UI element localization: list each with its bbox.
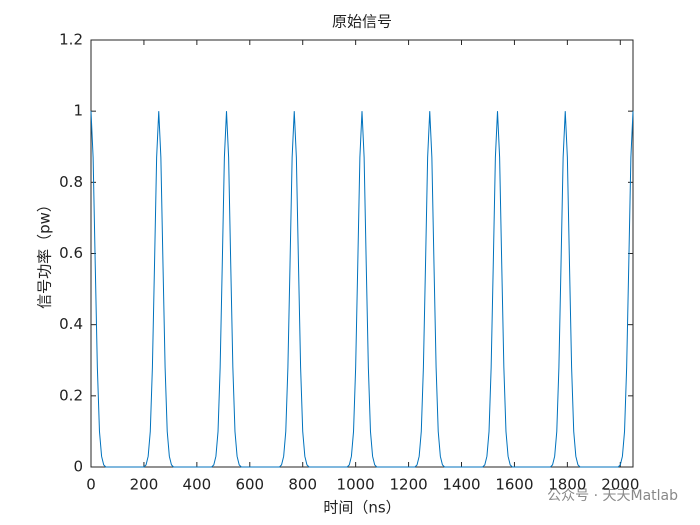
x-tick-label: 400 xyxy=(183,476,212,494)
y-tick-label: 0.8 xyxy=(59,173,83,191)
x-axis-label: 时间（ns） xyxy=(323,499,400,517)
x-tick-label: 0 xyxy=(86,476,96,494)
x-tick-label: 1400 xyxy=(442,476,480,494)
x-tick-label: 200 xyxy=(130,476,159,494)
y-axis-label: 信号功率（pw） xyxy=(36,197,54,309)
x-tick-label: 600 xyxy=(235,476,264,494)
y-tick-label: 0.6 xyxy=(59,244,83,262)
watermark: 公众号 · 天天Matlab xyxy=(547,488,678,504)
y-tick-label: 0.2 xyxy=(59,386,83,404)
y-tick-label: 1.2 xyxy=(59,31,83,49)
x-tick-label: 1800 xyxy=(548,476,586,494)
y-tick-label: 0.4 xyxy=(59,315,83,333)
y-tick-label: 0 xyxy=(73,458,83,476)
x-tick-label: 1600 xyxy=(495,476,533,494)
x-tick-label: 1200 xyxy=(389,476,427,494)
y-tick-label: 1 xyxy=(73,102,83,120)
x-tick-label: 1000 xyxy=(337,476,375,494)
signal-line xyxy=(90,111,634,468)
chart-title: 原始信号 xyxy=(332,13,392,31)
x-tick-label: 2000 xyxy=(601,476,639,494)
plot-area xyxy=(90,39,634,468)
x-tick-label: 800 xyxy=(288,476,317,494)
